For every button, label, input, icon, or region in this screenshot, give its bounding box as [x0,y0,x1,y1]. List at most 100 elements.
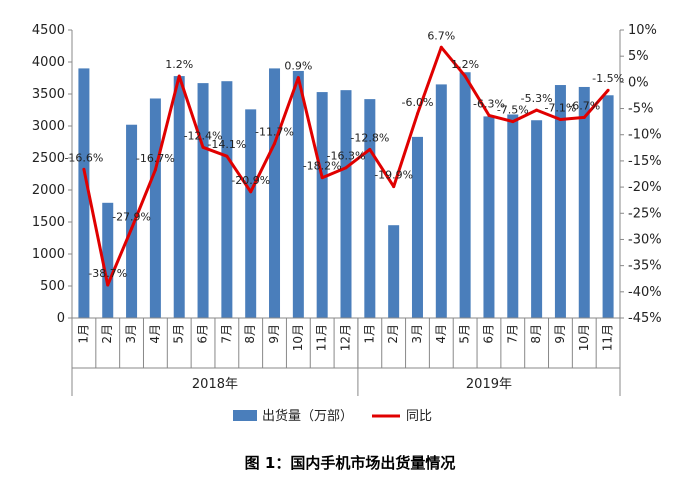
bar [459,72,471,319]
x-tick-label: 11月 [315,324,329,351]
y-right-tick-label: -30% [628,232,662,247]
x-tick-label: 8月 [243,324,257,344]
yoy-point [582,115,586,119]
yoy-point [130,226,134,230]
yoy-point [392,185,396,189]
data-label: 1.2% [451,58,479,71]
bar [78,68,90,319]
x-tick-label: 5月 [172,324,186,344]
bar [554,85,566,318]
x-tick-label: 7月 [219,324,233,344]
data-label: 1.2% [165,58,193,71]
data-label: -18.2% [303,160,342,173]
x-tick-label: 6月 [196,324,210,344]
yoy-point [106,283,110,287]
data-label: -14.1% [207,138,246,151]
bar [102,202,114,318]
y-right-tick-label: -5% [628,102,653,117]
y-left-tick-label: 2000 [32,183,65,198]
x-tick-label: 1月 [76,324,90,344]
data-label: -12.4% [184,129,223,142]
y-left-tick-label: 3000 [32,119,65,134]
yoy-point [368,147,372,151]
x-group-label: 2018年 [192,377,238,392]
bar [269,68,281,319]
bar [531,120,543,319]
axes: 0 500 1000 1500 2000 2500 3000 3500 4000 4500 -45%… [32,23,662,326]
x-tick-label: 9月 [553,324,567,344]
y-right-tick-label: -25% [628,206,662,221]
y-right-tick-label: -40% [628,285,662,300]
x-tick-label: 3月 [124,324,138,344]
data-label: -7.5% [497,104,529,117]
y-left-tick-label: 4000 [32,55,65,70]
bar [507,114,519,318]
data-label: -27.9% [112,210,151,223]
x-tick-label: 6月 [481,324,495,344]
y-left-tick-label: 0 [57,311,65,326]
x-axis: 1月 2月 3月 4月 5月 6月 7月 8月 9月 10月 11月 12月 1月 2月 3月 4月 5月 6月 7… [71,317,621,396]
bar-series [78,68,614,319]
bar [340,90,352,318]
data-label: -11.7% [255,126,294,139]
yoy-point [463,74,467,78]
bar [245,109,257,318]
bar [483,116,495,319]
x-tick-label: 4月 [434,324,448,344]
bar [435,84,447,319]
yoy-point [82,167,86,171]
bar [126,124,138,318]
yoy-point [344,166,348,170]
legend-bar-label: 出货量（万部） [262,408,353,424]
y-left-tick-label: 2500 [32,151,65,166]
data-label: 6.7% [427,29,455,42]
yoy-point [439,45,443,49]
yoy-point [296,76,300,80]
y-left-tick-label: 4500 [32,23,65,38]
data-label: -16.3% [327,150,366,163]
legend-line-label: 同比 [406,409,432,424]
x-tick-label: 12月 [339,324,353,351]
yoy-point [511,120,515,124]
y-right-tick-label: 5% [628,49,649,64]
x-tick-label: 7月 [505,324,519,344]
bar [221,81,233,318]
data-label: -16.7% [136,152,175,165]
figure-caption: 图 1：国内手机市场出货量情况 [244,454,456,472]
y-right-tick-label: -45% [628,311,662,326]
yoy-point [153,168,157,172]
bar [578,86,590,319]
data-label: -19.9% [374,169,413,182]
data-label: -6.3% [473,97,505,110]
yoy-point [487,113,491,117]
bar [197,83,209,319]
x-tick-label: 11月 [601,324,615,351]
data-label: -12.8% [350,131,389,144]
bar [602,95,614,318]
y-left-tick-label: 3500 [32,87,65,102]
y-right-tick-label: -20% [628,180,662,195]
data-label: -6.0% [402,96,434,109]
yoy-point [606,88,610,92]
data-label: -6.7% [568,99,600,112]
x-group-label: 2019年 [466,377,512,392]
x-tick-label: 10月 [291,324,305,351]
data-label: -38.7% [88,267,127,280]
x-tick-label: 2月 [100,324,114,344]
x-tick-label: 9月 [267,324,281,344]
yoy-point [273,142,277,146]
data-label: -5.3% [521,92,553,105]
data-label: -20.9% [231,174,270,187]
yoy-point [558,118,562,122]
yoy-point [535,108,539,112]
y-right-tick-label: 0% [628,75,649,90]
bar [316,92,328,318]
yoy-point [415,112,419,116]
yoy-point [177,74,181,78]
y-right-tick-label: -10% [628,128,662,143]
x-tick-label: 4月 [148,324,162,344]
yoy-point [201,145,205,149]
x-tick-label: 3月 [410,324,424,344]
bar [388,225,400,318]
